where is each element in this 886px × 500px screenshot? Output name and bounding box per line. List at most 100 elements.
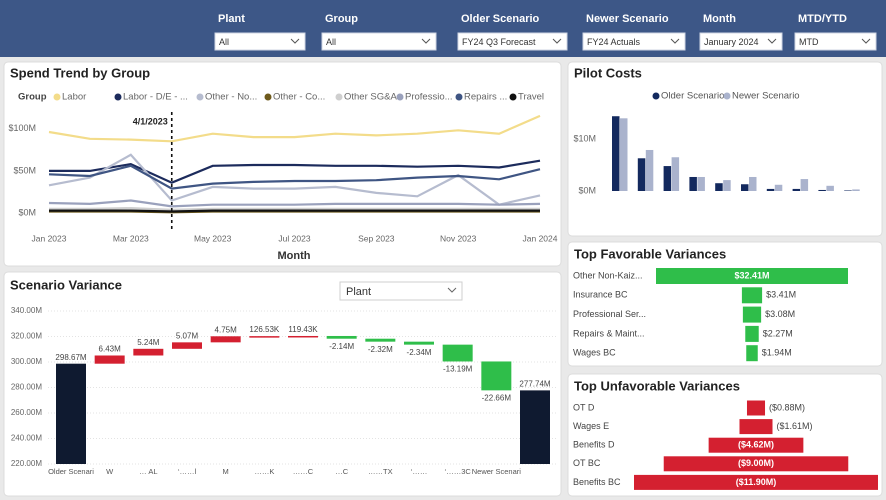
series-line [49, 159, 541, 184]
bar [800, 179, 809, 191]
chevron [421, 38, 431, 44]
chevron [861, 38, 871, 44]
category-label: Benefits BC [573, 477, 621, 487]
data-label: 6.43M [99, 345, 122, 354]
filter-value: All [326, 37, 336, 47]
y-tick-label: $100M [8, 123, 36, 133]
category-label: Repairs & Maint... [573, 328, 645, 338]
x-tick-label: Jan 2024 [523, 233, 558, 243]
data-label: $2.27M [763, 328, 793, 338]
filter-label: Plant [218, 13, 245, 25]
filter-dropdown[interactable] [794, 32, 877, 51]
legend-label: Older Scenario [661, 91, 724, 102]
x-tick-label: ……K [254, 467, 274, 476]
data-label: 4.75M [215, 325, 238, 334]
legend-label: Repairs ... [464, 92, 507, 103]
y-tick-label: 280.00M [11, 383, 42, 392]
category-label: Professional Ser... [573, 309, 646, 319]
slicer-dropdown[interactable] [339, 281, 463, 301]
funnel-bar [745, 325, 759, 342]
legend-marker [53, 93, 61, 101]
data-label: $32.41M [734, 270, 769, 280]
x-tick-label: Jan 2023 [32, 233, 67, 243]
filter-value: MTD [799, 37, 819, 47]
data-label: -2.14M [329, 342, 354, 351]
bar [844, 190, 852, 191]
bar [723, 180, 731, 191]
x-tick-label: W [106, 467, 114, 476]
waterfall-bar [94, 355, 125, 364]
data-label: -13.19M [443, 365, 473, 374]
data-label: $1.94M [762, 348, 792, 358]
slicer-label: Plant [346, 286, 371, 298]
waterfall-bar [481, 361, 512, 391]
data-label: ($11.90M) [736, 477, 777, 487]
chevron [670, 38, 680, 44]
chevron [447, 287, 457, 293]
y-tick-label: 340.00M [11, 306, 42, 315]
series-line [49, 209, 540, 213]
legend-marker [509, 93, 517, 101]
waterfall-bar [442, 344, 473, 362]
waterfall-bar [365, 338, 396, 342]
funnel-bar [746, 400, 766, 416]
series-line [49, 206, 540, 211]
panel-title: Scenario Variance [10, 277, 122, 292]
funnel-bar [742, 306, 762, 323]
x-tick-label: ‘……3C [445, 467, 472, 476]
filter-label: Newer Scenario [586, 13, 669, 25]
series-line [48, 164, 541, 190]
annotation-label: 4/1/2023 [133, 116, 168, 126]
series-line [48, 114, 541, 143]
filter-label: Month [703, 13, 736, 25]
category-label: Wages BC [573, 348, 616, 358]
filter-label: MTD/YTD [798, 13, 847, 25]
bar [749, 176, 757, 191]
category-label: Benefits D [573, 440, 615, 450]
panel-title: Top Unfavorable Variances [574, 378, 740, 393]
category-label: OT BC [573, 458, 601, 468]
data-label: ($1.61M) [777, 421, 813, 431]
data-label: ($9.00M) [738, 458, 774, 468]
bar [715, 183, 723, 191]
panel [567, 61, 883, 237]
x-tick-label: ‘…… [411, 467, 428, 476]
y-tick-label: 240.00M [11, 434, 42, 443]
bar [663, 166, 672, 191]
waterfall-bar [56, 363, 86, 464]
bar [741, 184, 749, 191]
bar [826, 185, 834, 191]
legend-marker [264, 93, 272, 101]
panel-title: Top Favorable Variances [574, 246, 726, 261]
data-label: 126.53K [249, 325, 279, 334]
legend-marker [196, 93, 204, 101]
funnel-bar [739, 419, 773, 435]
filter-dropdown[interactable] [699, 32, 783, 51]
filter-dropdown[interactable] [214, 32, 306, 51]
filter-dropdown[interactable] [321, 32, 437, 51]
data-label: -2.32M [368, 345, 393, 354]
data-label: 119.43K [288, 325, 318, 334]
data-label: 5.07M [176, 331, 199, 340]
x-tick-label: … AL [139, 467, 157, 476]
filter-dropdown[interactable] [457, 32, 568, 51]
data-label: 5.24M [137, 338, 160, 347]
x-tick-label: May 2023 [194, 233, 232, 243]
data-label: ($0.88M) [769, 402, 805, 412]
filter-dropdown[interactable] [582, 32, 686, 51]
data-label: $3.41M [766, 290, 796, 300]
x-tick-label: M [223, 467, 229, 476]
bar [671, 157, 680, 191]
data-label: $3.08M [765, 309, 795, 319]
y-tick-label: $0M [578, 185, 596, 195]
waterfall-bar [210, 336, 241, 343]
legend-title: Group [18, 92, 47, 103]
category-label: Insurance BC [573, 290, 628, 300]
bar [818, 189, 826, 191]
data-label: 277.74M [519, 379, 550, 388]
panel-title: Spend Trend by Group [10, 65, 150, 80]
legend-label: Other - No... [205, 92, 257, 103]
bar [697, 176, 705, 191]
y-tick-label: $10M [573, 133, 596, 143]
